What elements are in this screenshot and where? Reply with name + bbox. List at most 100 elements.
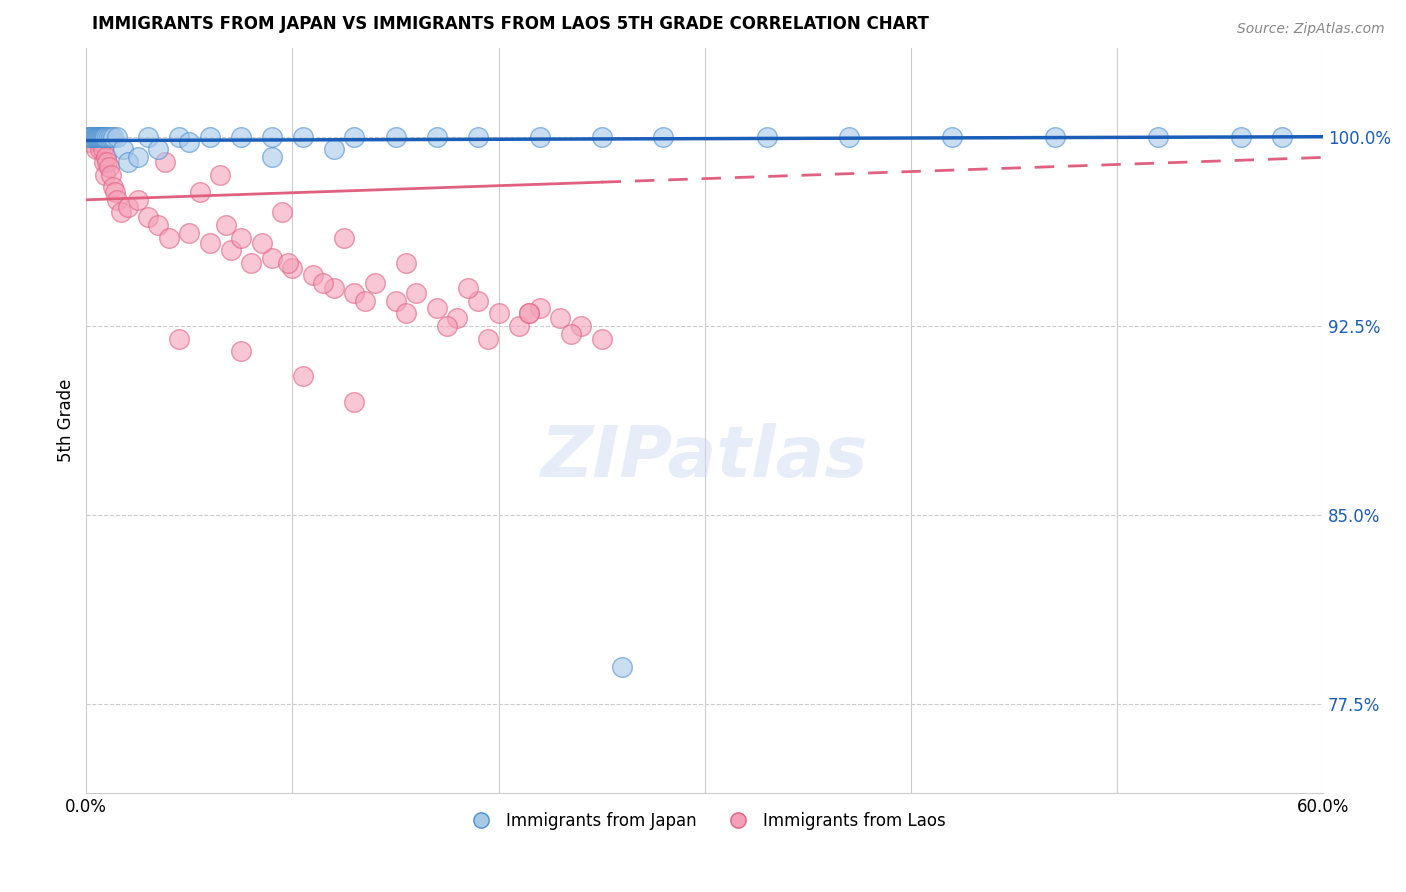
- Point: [302, 268, 325, 283]
- Point: [260, 150, 283, 164]
- Point: [591, 129, 613, 144]
- Point: [277, 256, 299, 270]
- Point: [79, 135, 101, 149]
- Point: [83, 129, 105, 144]
- Text: ZIPatlas: ZIPatlas: [541, 424, 869, 492]
- Point: [457, 281, 479, 295]
- Point: [353, 293, 375, 308]
- Point: [219, 244, 242, 258]
- Point: [229, 230, 252, 244]
- Point: [104, 186, 127, 200]
- Point: [271, 205, 294, 219]
- Point: [384, 129, 406, 144]
- Point: [209, 168, 232, 182]
- Point: [82, 129, 104, 144]
- Point: [322, 142, 344, 156]
- Point: [90, 135, 112, 149]
- Point: [79, 129, 101, 144]
- Point: [91, 142, 114, 156]
- Point: [229, 129, 252, 144]
- Point: [215, 218, 238, 232]
- Point: [90, 129, 112, 144]
- Point: [240, 256, 263, 270]
- Point: [136, 129, 159, 144]
- Point: [529, 129, 551, 144]
- Point: [652, 129, 675, 144]
- Point: [90, 129, 112, 144]
- Point: [1229, 129, 1251, 144]
- Point: [93, 155, 115, 169]
- Point: [105, 193, 128, 207]
- Point: [591, 332, 613, 346]
- Point: [1147, 129, 1170, 144]
- Point: [110, 205, 132, 219]
- Point: [100, 129, 122, 144]
- Point: [405, 286, 427, 301]
- Point: [188, 186, 211, 200]
- Point: [80, 129, 103, 144]
- Point: [508, 318, 530, 333]
- Point: [529, 301, 551, 316]
- Point: [941, 129, 963, 144]
- Point: [83, 129, 105, 144]
- Point: [229, 344, 252, 359]
- Point: [94, 129, 117, 144]
- Point: [755, 129, 778, 144]
- Point: [86, 129, 108, 144]
- Point: [612, 659, 634, 673]
- Point: [167, 129, 190, 144]
- Point: [322, 281, 344, 295]
- Point: [519, 306, 541, 320]
- Point: [91, 129, 114, 144]
- Point: [90, 129, 112, 144]
- Point: [1271, 129, 1294, 144]
- Point: [93, 129, 115, 144]
- Point: [94, 168, 117, 182]
- Point: [395, 306, 418, 320]
- Point: [260, 129, 283, 144]
- Point: [105, 129, 128, 144]
- Point: [291, 129, 314, 144]
- Point: [198, 129, 221, 144]
- Y-axis label: 5th Grade: 5th Grade: [58, 379, 75, 462]
- Point: [343, 394, 366, 409]
- Point: [148, 218, 170, 232]
- Point: [101, 129, 124, 144]
- Point: [333, 230, 356, 244]
- Point: [384, 293, 406, 308]
- Point: [167, 332, 190, 346]
- Point: [395, 256, 418, 270]
- Point: [84, 142, 107, 156]
- Point: [291, 369, 314, 384]
- Point: [98, 160, 121, 174]
- Point: [343, 286, 366, 301]
- Point: [260, 251, 283, 265]
- Point: [569, 318, 592, 333]
- Point: [477, 332, 499, 346]
- Point: [101, 180, 124, 194]
- Legend: Immigrants from Japan, Immigrants from Laos: Immigrants from Japan, Immigrants from L…: [457, 805, 952, 837]
- Point: [86, 129, 108, 144]
- Point: [157, 230, 180, 244]
- Point: [112, 142, 135, 156]
- Point: [426, 129, 449, 144]
- Point: [467, 129, 489, 144]
- Point: [312, 276, 335, 290]
- Point: [488, 306, 510, 320]
- Point: [436, 318, 458, 333]
- Point: [87, 129, 110, 144]
- Point: [519, 306, 541, 320]
- Point: [79, 129, 101, 144]
- Point: [100, 168, 122, 182]
- Point: [80, 129, 103, 144]
- Point: [364, 276, 387, 290]
- Point: [86, 129, 108, 144]
- Point: [89, 129, 111, 144]
- Point: [96, 155, 118, 169]
- Point: [198, 235, 221, 250]
- Point: [77, 129, 100, 144]
- Point: [87, 135, 110, 149]
- Point: [83, 129, 105, 144]
- Point: [281, 260, 304, 275]
- Point: [560, 326, 582, 341]
